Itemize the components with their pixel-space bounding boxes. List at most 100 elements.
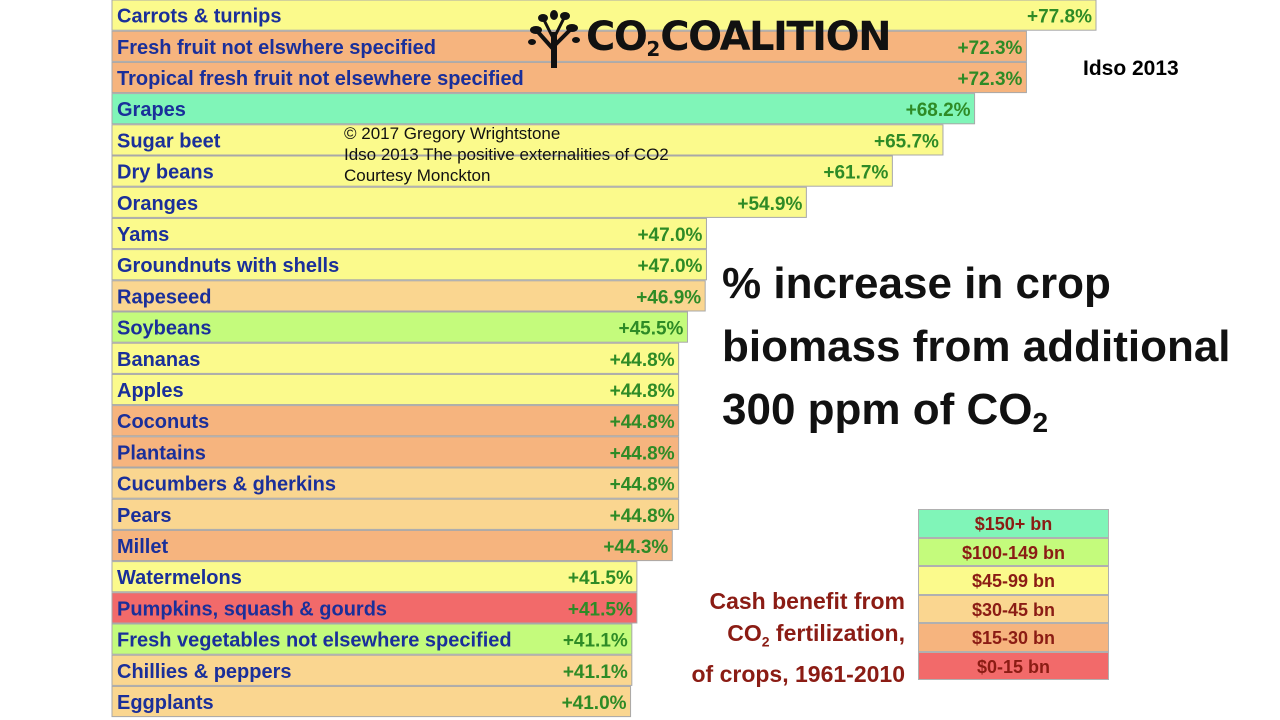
bar	[111, 311, 688, 343]
category-label: Grapes	[117, 99, 186, 121]
legend-item: $45-99 bn	[918, 566, 1109, 595]
bar	[111, 155, 893, 187]
bar-row: Dry beans +61.7%	[111, 155, 893, 187]
category-label: Millet	[117, 536, 168, 558]
bar-row: Chillies & peppers +41.1%	[111, 654, 633, 686]
category-label: Soybeans	[117, 318, 211, 340]
bar	[111, 124, 944, 156]
cash-line-2: CO2 fertilization,	[727, 620, 905, 650]
category-label: Fresh fruit not elswhere specified	[117, 37, 436, 59]
cash-line-1: Cash benefit from	[709, 588, 905, 614]
category-label: Fresh vegetables not elsewhere specified	[117, 630, 512, 652]
category-label: Yams	[117, 224, 169, 246]
tree-icon	[528, 10, 580, 68]
headline-line-3: 300 ppm of CO2	[722, 385, 1049, 438]
value-label: +65.7%	[874, 131, 939, 152]
credit-line-1: © 2017 Gregory Wrightstone	[344, 124, 561, 143]
category-label: Chillies & peppers	[117, 661, 292, 683]
bar-row: Millet +44.3%	[111, 529, 673, 562]
bar-row: Oranges +54.9%	[111, 186, 807, 218]
legend-item: $0-15 bn	[918, 651, 1109, 680]
bar	[111, 93, 976, 125]
bar	[111, 186, 807, 218]
bar	[111, 529, 673, 562]
value-label: +41.1%	[563, 662, 628, 683]
bar-row: Fresh vegetables not elsewhere specified…	[111, 623, 633, 655]
value-label: +41.0%	[562, 693, 627, 714]
headline-line-2: biomass from additional	[722, 322, 1231, 371]
bar	[111, 61, 1027, 94]
category-label: Carrots & turnips	[117, 6, 281, 28]
value-label: +44.3%	[603, 537, 668, 558]
value-label: +72.3%	[957, 69, 1022, 90]
bar-row: Rapeseed +46.9%	[111, 280, 706, 312]
value-label: +41.5%	[568, 599, 633, 620]
category-label: Eggplants	[117, 692, 214, 714]
value-label: +44.8%	[610, 506, 675, 527]
value-label: +61.7%	[823, 163, 888, 184]
cash-benefit-label: Cash benefit from CO2 fertilization, of …	[690, 585, 905, 690]
bar	[111, 405, 680, 437]
bar	[111, 561, 638, 593]
bar	[111, 0, 1097, 31]
bar-row: Eggplants +41.0%	[111, 685, 632, 718]
bar-row: Coconuts +44.8%	[111, 405, 680, 437]
value-label: +47.0%	[637, 256, 702, 277]
bar-row: Pumpkins, squash & gourds +41.5%	[111, 592, 638, 624]
bar	[111, 280, 706, 312]
legend-item: $30-45 bn	[918, 594, 1109, 623]
logo-text: CO2COALITION	[586, 14, 892, 61]
category-label: Sugar beet	[117, 130, 221, 152]
bar	[111, 654, 633, 686]
category-label: Oranges	[117, 193, 198, 215]
credit-line-3: Courtesy Monckton	[344, 166, 491, 185]
legend-item: $150+ bn	[918, 509, 1109, 538]
legend-item: $15-30 bn	[918, 623, 1109, 652]
bar-row: Yams +47.0%	[111, 217, 707, 250]
co2-coalition-logo: CO2COALITION	[528, 8, 908, 70]
bar-row: Soybeans +45.5%	[111, 311, 688, 343]
value-label: +44.8%	[610, 443, 675, 464]
bar	[111, 342, 680, 374]
category-label: Apples	[117, 380, 184, 402]
bar-row: Watermelons +41.5%	[111, 561, 638, 593]
category-label: Coconuts	[117, 411, 209, 433]
category-label: Plantains	[117, 442, 206, 464]
legend-item: $100-149 bn	[918, 537, 1109, 566]
category-label: Bananas	[117, 349, 200, 371]
bar	[111, 498, 680, 530]
cash-line-3: of crops, 1961-2010	[691, 660, 905, 687]
value-label: +77.8%	[1027, 7, 1092, 28]
value-label: +44.8%	[610, 475, 675, 496]
bar-row: Apples +44.8%	[111, 373, 680, 406]
category-label: Groundnuts with shells	[117, 255, 339, 277]
bar	[111, 467, 680, 499]
value-label: +44.8%	[610, 350, 675, 371]
value-label: +46.9%	[636, 287, 701, 308]
value-label: +41.5%	[568, 568, 633, 589]
credit-text: © 2017 Gregory Wrightstone Idso 2013 The…	[344, 123, 669, 186]
category-label: Rapeseed	[117, 286, 212, 308]
bar-row: Plantains +44.8%	[111, 436, 680, 468]
bar-row: Tropical fresh fruit not elsewhere speci…	[111, 61, 1027, 94]
bar-row: Groundnuts with shells +47.0%	[111, 249, 707, 281]
category-label: Dry beans	[117, 162, 214, 184]
chart-headline: % increase in crop biomass from addition…	[722, 252, 1231, 454]
color-legend: $150+ bn $100-149 bn $45-99 bn $30-45 bn $15…	[918, 509, 1109, 680]
bar	[111, 685, 632, 718]
category-label: Pumpkins, squash & gourds	[117, 598, 387, 620]
bar-row: Cucumbers & gherkins +44.8%	[111, 467, 680, 499]
category-label: Pears	[117, 505, 172, 527]
bar	[111, 623, 633, 655]
value-label: +72.3%	[957, 38, 1022, 59]
value-label: +54.9%	[737, 194, 802, 215]
bar-row: Grapes +68.2%	[111, 93, 976, 125]
bar	[111, 436, 680, 468]
bar-row: Sugar beet +65.7%	[111, 124, 944, 156]
bar-row: Bananas +44.8%	[111, 342, 680, 374]
bar-row: Pears +44.8%	[111, 498, 680, 530]
value-label: +47.0%	[637, 225, 702, 246]
bar	[111, 592, 638, 624]
bar	[111, 373, 680, 406]
